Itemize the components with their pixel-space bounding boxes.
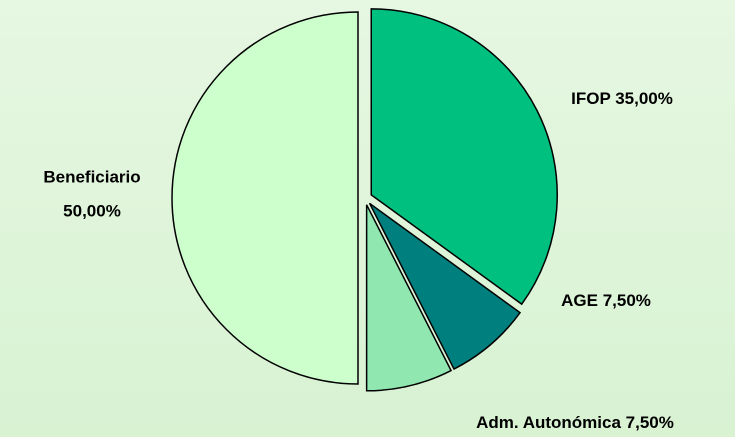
pie-slice xyxy=(365,204,453,392)
label-value: 35,00% xyxy=(615,89,673,108)
slice-label: Adm. Autonómica 7,50% xyxy=(476,413,674,432)
slice-label: AGE 7,50% xyxy=(561,291,651,310)
slice-label: IFOP 35,00% xyxy=(571,89,673,108)
pie-slice xyxy=(368,202,522,371)
slice-label-value: 50,00% xyxy=(63,201,121,220)
label-name: AGE xyxy=(561,291,598,310)
label-value: 7,50% xyxy=(626,413,674,432)
pie xyxy=(171,8,558,392)
label-value: 7,50% xyxy=(603,291,651,310)
label-name: IFOP xyxy=(571,89,610,108)
pie-slice xyxy=(171,11,359,385)
slice-label-name: Beneficiario xyxy=(43,167,140,186)
pie-slice xyxy=(370,8,558,306)
label-name: Adm. Autonómica xyxy=(476,413,621,432)
